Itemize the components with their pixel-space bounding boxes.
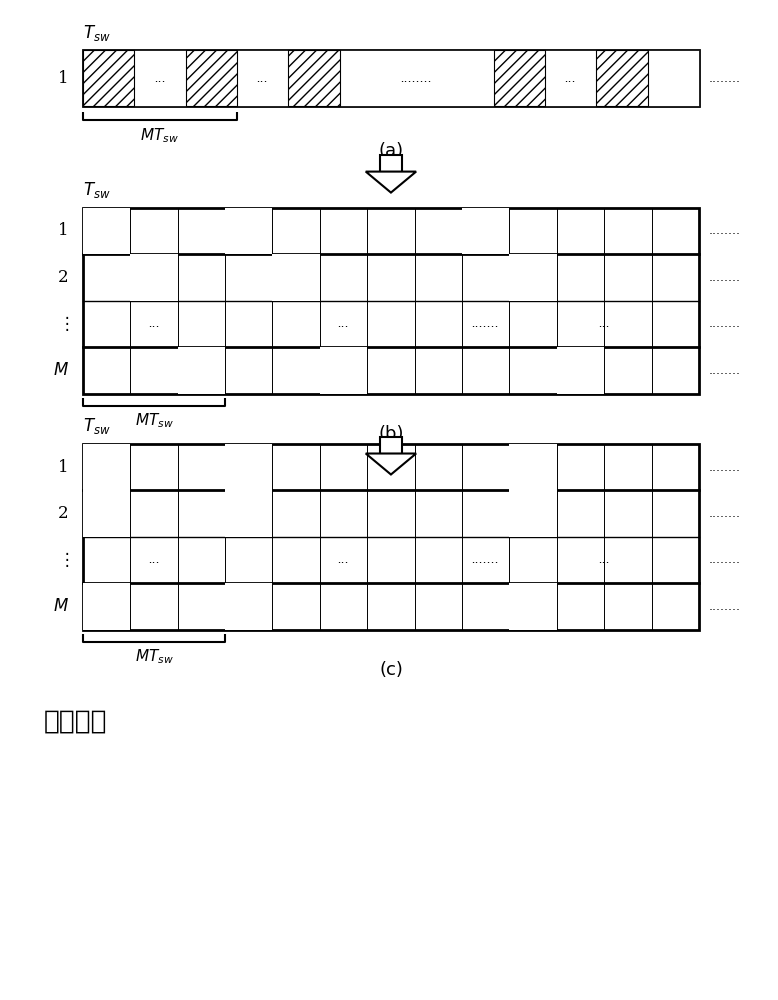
Bar bbox=[82, 50, 134, 106]
Bar bbox=[225, 490, 272, 537]
Bar bbox=[510, 444, 557, 490]
Bar bbox=[510, 254, 557, 301]
Bar bbox=[185, 50, 237, 106]
Text: $T_{sw}$: $T_{sw}$ bbox=[82, 23, 110, 43]
Text: ...: ... bbox=[154, 72, 166, 85]
Bar bbox=[82, 444, 130, 490]
Text: $MT_{sw}$: $MT_{sw}$ bbox=[141, 126, 179, 145]
Text: ...: ... bbox=[338, 553, 349, 566]
Bar bbox=[510, 490, 557, 537]
Text: $MT_{sw}$: $MT_{sw}$ bbox=[135, 648, 173, 666]
Text: .......: ....... bbox=[471, 317, 499, 330]
Text: $\vdots$: $\vdots$ bbox=[58, 314, 68, 333]
Bar bbox=[237, 50, 288, 106]
Polygon shape bbox=[366, 172, 416, 193]
Bar bbox=[494, 50, 545, 106]
Text: ...: ... bbox=[148, 317, 160, 330]
Text: (b): (b) bbox=[378, 425, 404, 443]
Bar bbox=[557, 347, 605, 394]
Text: ........: ........ bbox=[709, 507, 741, 520]
Polygon shape bbox=[366, 454, 416, 475]
Text: ........: ........ bbox=[401, 72, 433, 85]
Bar bbox=[648, 50, 699, 106]
Text: $MT_{sw}$: $MT_{sw}$ bbox=[135, 412, 173, 430]
Bar bbox=[320, 347, 367, 394]
Text: (a): (a) bbox=[378, 142, 404, 160]
Text: ........: ........ bbox=[709, 461, 741, 474]
Text: $\vdots$: $\vdots$ bbox=[58, 550, 68, 569]
Text: (c): (c) bbox=[379, 661, 403, 679]
Bar bbox=[225, 583, 272, 630]
Text: $T_{sw}$: $T_{sw}$ bbox=[82, 180, 110, 200]
Text: 轮换周期: 轮换周期 bbox=[44, 708, 107, 734]
Text: ........: ........ bbox=[709, 271, 741, 284]
Text: 1: 1 bbox=[58, 222, 68, 239]
Bar bbox=[380, 437, 401, 454]
Bar bbox=[597, 50, 648, 106]
Text: 2: 2 bbox=[58, 269, 68, 286]
Text: ...: ... bbox=[598, 553, 610, 566]
Text: $T_{sw}$: $T_{sw}$ bbox=[82, 416, 110, 436]
Text: 1: 1 bbox=[58, 70, 68, 87]
Bar bbox=[288, 50, 339, 106]
Bar bbox=[462, 208, 510, 254]
Bar bbox=[272, 254, 320, 301]
Text: ........: ........ bbox=[709, 317, 741, 330]
Text: ........: ........ bbox=[709, 224, 741, 237]
Bar bbox=[134, 50, 185, 106]
Text: ...: ... bbox=[257, 72, 268, 85]
Bar bbox=[82, 583, 130, 630]
Bar bbox=[82, 444, 699, 630]
Bar bbox=[82, 490, 130, 537]
Bar bbox=[82, 208, 130, 254]
Bar bbox=[225, 444, 272, 490]
Text: ........: ........ bbox=[709, 364, 741, 377]
Text: $M$: $M$ bbox=[53, 598, 68, 615]
Text: ........: ........ bbox=[709, 72, 741, 85]
Bar bbox=[225, 208, 272, 254]
Text: ...: ... bbox=[565, 72, 576, 85]
Bar bbox=[545, 50, 597, 106]
Text: ...: ... bbox=[598, 317, 610, 330]
Bar bbox=[339, 50, 494, 106]
Text: .......: ....... bbox=[471, 553, 499, 566]
Bar bbox=[130, 254, 177, 301]
Text: 2: 2 bbox=[58, 505, 68, 522]
Text: ........: ........ bbox=[709, 553, 741, 566]
Text: ...: ... bbox=[148, 553, 160, 566]
Bar bbox=[177, 347, 225, 394]
Text: 1: 1 bbox=[58, 459, 68, 476]
Bar bbox=[380, 155, 401, 172]
Text: ........: ........ bbox=[709, 600, 741, 613]
Text: ...: ... bbox=[338, 317, 349, 330]
Bar bbox=[82, 208, 699, 394]
Text: $M$: $M$ bbox=[53, 362, 68, 379]
Bar bbox=[510, 583, 557, 630]
Bar bbox=[82, 50, 699, 106]
